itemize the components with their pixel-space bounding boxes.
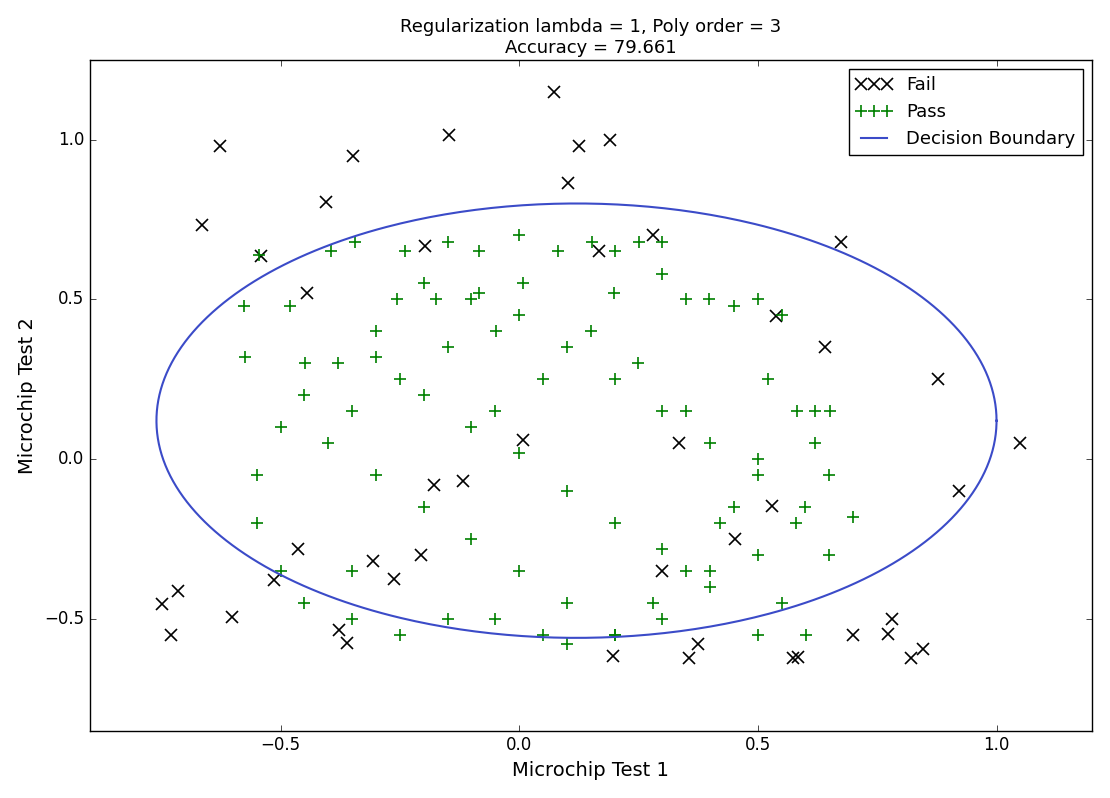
Fail [692,639,705,649]
Fail [547,87,561,97]
Fail [728,534,741,543]
Fail [881,630,895,639]
Fail [319,197,332,207]
Fail [366,556,380,566]
Fail [846,630,859,639]
Pass [751,294,765,304]
Fail [427,480,441,490]
Decision Boundary [987,443,1000,452]
Fail [765,501,778,511]
Fail [672,438,685,448]
Decision Boundary [757,610,770,620]
Pass [369,352,382,361]
Fail [456,476,470,485]
Fail [905,653,918,662]
Fail [886,614,899,623]
Fail [300,288,313,298]
Fail [195,219,209,229]
Fail [171,586,184,595]
Pass [345,566,359,575]
Fail [917,644,930,654]
Pass [536,630,549,639]
Line: Fail: Fail [157,86,1026,663]
Fail [818,342,831,352]
Pass [297,390,311,400]
Fail [952,487,966,496]
Fail [387,575,401,584]
Decision Boundary [225,540,239,550]
Fail [414,551,427,560]
Fail [931,375,945,385]
Fail [593,247,606,256]
Fail [606,652,619,662]
Fail [683,653,696,662]
Pass [608,374,622,384]
Fail [254,251,268,261]
Fail [164,630,178,640]
Fail [573,141,586,151]
Decision Boundary [165,474,179,484]
Decision Boundary [990,416,1003,425]
Fail [418,241,432,251]
Fail [791,652,805,662]
X-axis label: Microchip Test 1: Microchip Test 1 [513,761,669,780]
Fail [1013,438,1027,448]
Fail [291,544,304,554]
Decision Boundary [154,385,168,394]
Fail [646,231,659,240]
Line: Decision Boundary: Decision Boundary [157,203,997,638]
Fail [268,575,281,584]
Legend: Fail, Pass, Decision Boundary: Fail, Pass, Decision Boundary [849,69,1083,156]
Fail [225,612,239,622]
Decision Boundary [152,393,165,402]
Decision Boundary [568,199,582,208]
Pass [513,231,526,240]
Fail [213,141,226,151]
Fail [346,151,360,160]
Pass [473,288,486,298]
Fail [835,237,848,247]
Fail [516,435,529,444]
Fail [562,179,575,188]
Fail [332,625,345,634]
Fail [603,135,616,144]
Decision Boundary [568,633,582,642]
Pass [250,518,263,527]
Y-axis label: Microchip Test 2: Microchip Test 2 [18,317,37,473]
Fail [787,653,800,662]
Fail [155,599,169,609]
Line: Pass: Pass [239,230,859,650]
Pass [561,639,574,649]
Decision Boundary [990,416,1003,425]
Fail [442,130,455,140]
Title: Regularization lambda = 1, Poly order = 3
Accuracy = 79.661: Regularization lambda = 1, Poly order = … [401,18,781,57]
Fail [769,311,783,321]
Fail [341,638,354,648]
Fail [655,567,668,576]
